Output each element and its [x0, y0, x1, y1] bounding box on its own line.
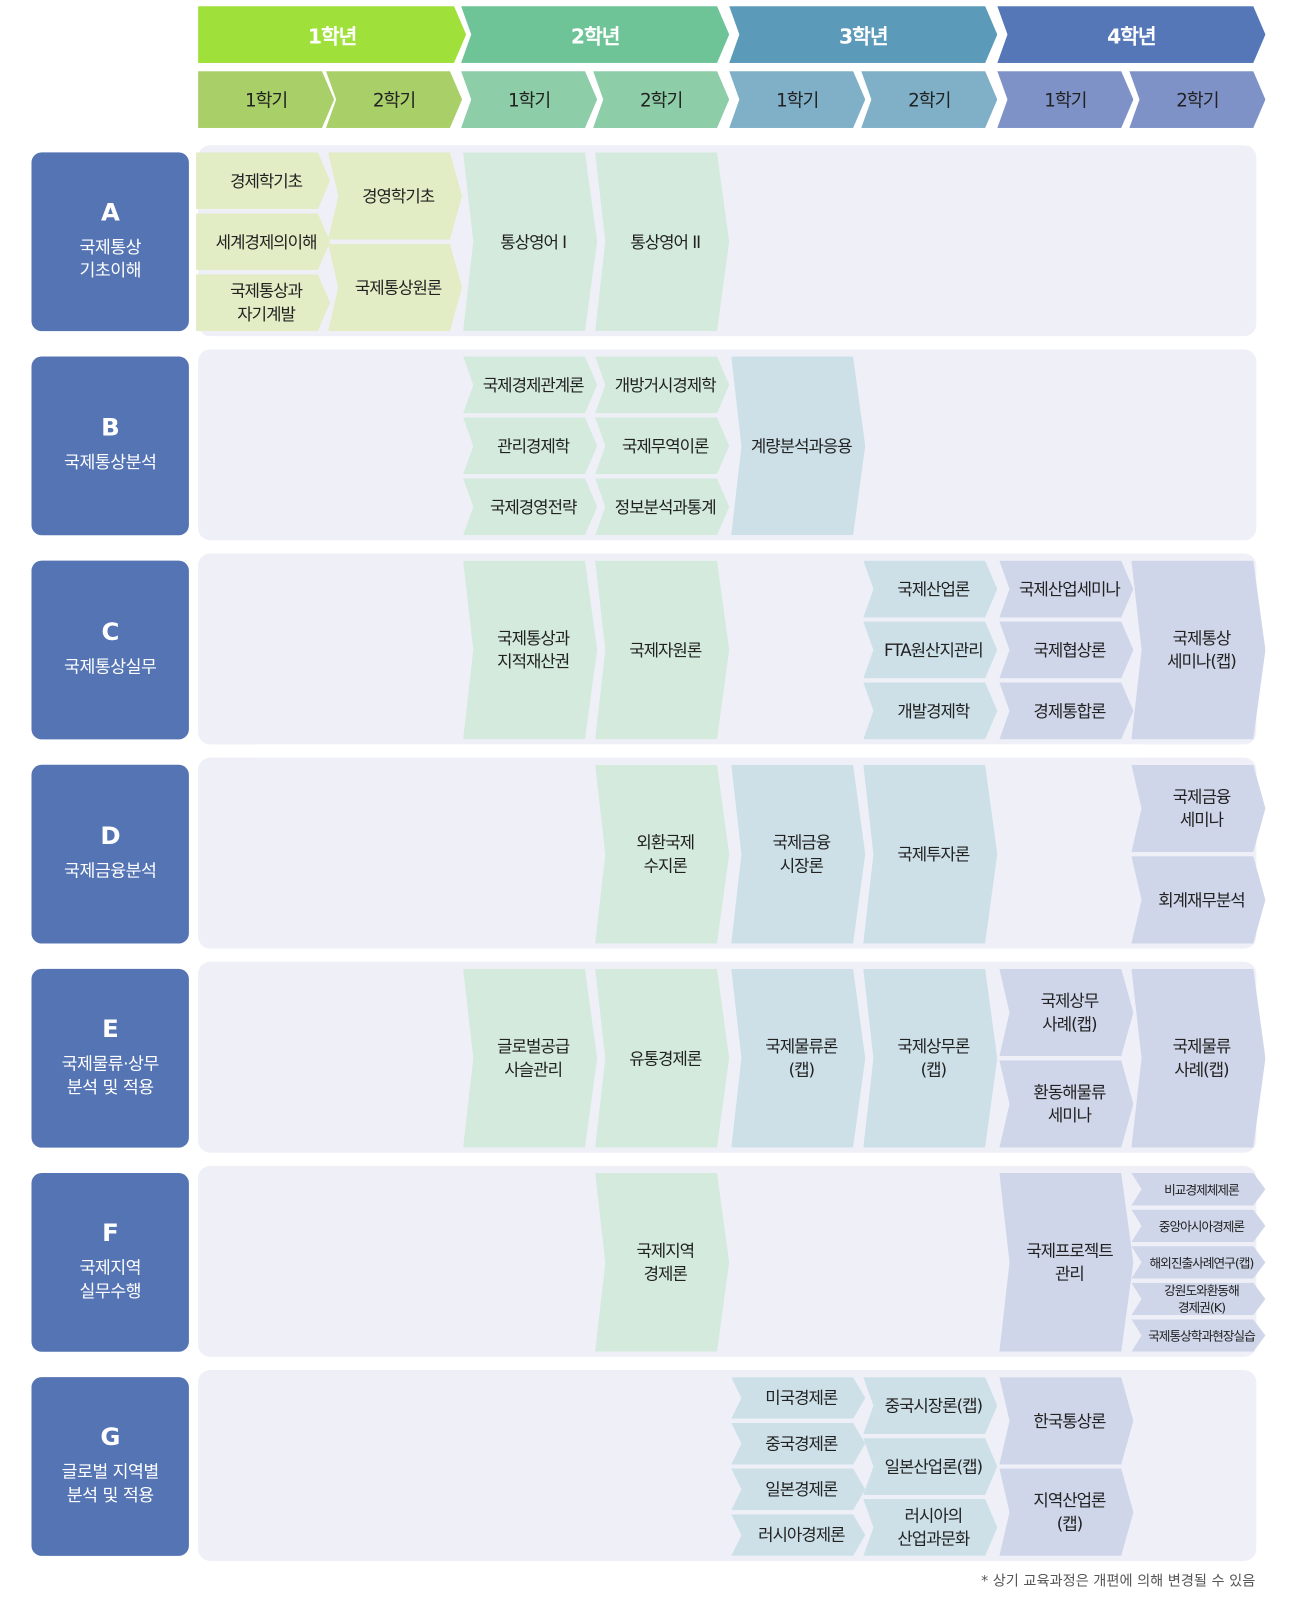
- course-box: 경제통합론: [999, 682, 1133, 739]
- category-label-b: B 국제통상분석: [31, 356, 189, 536]
- course-box: 국제통상원론: [328, 244, 462, 331]
- course-box: 러시아경제론: [731, 1514, 865, 1556]
- course-box: 국제물류 사례(캡): [1131, 969, 1265, 1148]
- course-box: 한국통상론: [999, 1377, 1133, 1464]
- year-header: 2학년: [461, 6, 729, 63]
- course-box: 통상영어 I: [463, 152, 597, 331]
- course-box: 일본산업론(캡): [863, 1438, 997, 1495]
- course-box: 국제통상학과현장실습: [1131, 1319, 1265, 1351]
- course-box: 일본경제론: [731, 1469, 865, 1511]
- category-title: 국제통상실무: [64, 657, 157, 678]
- course-box: 국제물류론 (캡): [731, 969, 865, 1148]
- course-box: 중국경제론: [731, 1423, 865, 1465]
- course-box: 국제협상론: [999, 622, 1133, 679]
- course-box: 국제지역 경제론: [595, 1173, 729, 1352]
- course-box: 통상영어 II: [595, 152, 729, 331]
- course-box: 세계경제의이해: [196, 213, 330, 270]
- course-box: 회계재무분석: [1131, 856, 1265, 943]
- category-letter: E: [102, 1014, 119, 1043]
- category-label-d: D 국제금융분석: [31, 764, 189, 944]
- footnote: * 상기 교육과정은 개편에 의해 변경될 수 있음: [981, 1573, 1256, 1590]
- semester-header: 2학기: [326, 71, 462, 128]
- year-header: 4학년: [997, 6, 1265, 63]
- course-box: 관리경제학: [463, 417, 597, 474]
- course-box: 국제경영전략: [463, 478, 597, 535]
- course-box: 국제자원론: [595, 561, 729, 740]
- category-letter: C: [101, 617, 119, 646]
- course-box: 강원도와환동해 경제권(K): [1131, 1283, 1265, 1315]
- course-box: 중국시장론(캡): [863, 1377, 997, 1434]
- category-letter: D: [100, 821, 121, 851]
- course-box: 국제금융 세미나: [1131, 765, 1265, 852]
- course-box: 계량분석과응용: [731, 356, 865, 535]
- course-box: 외환국제 수지론: [595, 765, 729, 944]
- category-title: 국제금융분석: [64, 861, 157, 882]
- year-header: 1학년: [198, 6, 466, 63]
- category-label-e: E 국제물류·상무 분석 및 적용: [31, 968, 189, 1148]
- course-box: 러시아의 산업과문화: [863, 1499, 997, 1556]
- course-box: 국제상무 사례(캡): [999, 969, 1133, 1056]
- course-box: 비교경제체제론: [1131, 1173, 1265, 1205]
- course-box: 경제학기초: [196, 152, 330, 209]
- course-box: 국제산업세미나: [999, 561, 1133, 618]
- category-label-f: F 국제지역 실무수행: [31, 1173, 189, 1352]
- course-box: 국제투자론: [863, 765, 997, 944]
- course-box: 중앙아시아경제론: [1131, 1210, 1265, 1242]
- category-label-g: G 글로벌 지역별 분석 및 적용: [31, 1377, 189, 1556]
- course-box: FTA원산지관리: [863, 622, 997, 679]
- course-box: 개발경제학: [863, 682, 997, 739]
- course-box: 국제무역이론: [595, 417, 729, 474]
- course-box: 글로벌공급 사슬관리: [463, 969, 597, 1148]
- category-title: 글로벌 지역별 분석 및 적용: [61, 1461, 160, 1506]
- course-box: 정보분석과통계: [595, 478, 729, 535]
- category-letter: G: [100, 1422, 120, 1451]
- course-box: 미국경제론: [731, 1377, 865, 1419]
- category-letter: A: [101, 197, 120, 226]
- semester-header: 1학기: [461, 71, 597, 128]
- category-title: 국제통상 기초이해: [79, 237, 141, 281]
- course-box: 환동해물류 세미나: [999, 1060, 1133, 1147]
- course-box: 유통경제론: [595, 969, 729, 1148]
- course-box: 국제산업론: [863, 561, 997, 618]
- course-box: 국제통상과 자기계발: [196, 274, 330, 331]
- semester-header: 1학기: [198, 71, 334, 128]
- course-box: 해외진출사례연구(캡): [1131, 1246, 1265, 1278]
- course-box: 국제경제관계론: [463, 356, 597, 413]
- category-label-a: A 국제통상 기초이해: [31, 152, 189, 332]
- course-box: 국제상무론 (캡): [863, 969, 997, 1148]
- course-box: 지역산업론 (캡): [999, 1469, 1133, 1556]
- category-title: 국제지역 실무수행: [79, 1257, 141, 1302]
- category-label-c: C 국제통상실무: [31, 560, 189, 740]
- semester-header: 2학기: [1129, 71, 1265, 128]
- course-box: 개방거시경제학: [595, 356, 729, 413]
- course-box: 국제통상과 지적재산권: [463, 561, 597, 740]
- semester-header: 1학기: [997, 71, 1133, 128]
- course-box: 국제통상 세미나(캡): [1131, 561, 1265, 740]
- course-box: 국제금융 시장론: [731, 765, 865, 944]
- semester-header: 2학기: [593, 71, 729, 128]
- semester-header: 1학기: [729, 71, 865, 128]
- course-box: 국제프로젝트 관리: [999, 1173, 1133, 1352]
- course-box: 경영학기초: [328, 152, 462, 239]
- year-header: 3학년: [729, 6, 997, 63]
- category-title: 국제물류·상무 분석 및 적용: [61, 1053, 160, 1098]
- category-title: 국제통상분석: [64, 452, 157, 474]
- semester-header: 2학기: [861, 71, 997, 128]
- category-letter: B: [101, 413, 120, 442]
- category-letter: F: [102, 1218, 119, 1247]
